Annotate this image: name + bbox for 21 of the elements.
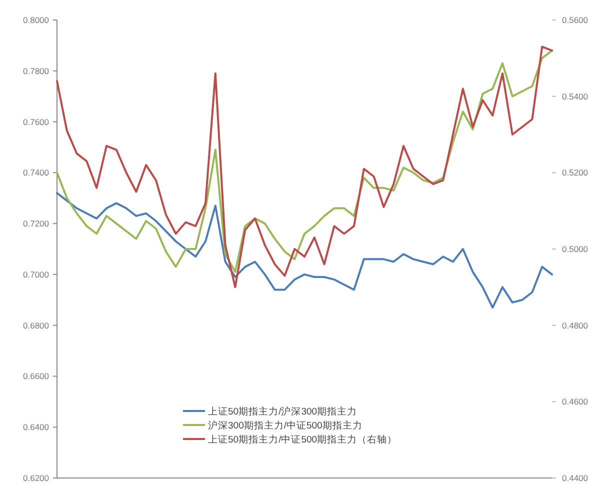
y-tick-label: 0.6200 — [23, 472, 50, 483]
y2-tick-label: 0.4400 — [562, 472, 588, 483]
legend-label: 上证50期指主力/沪深300期指主力 — [208, 405, 358, 418]
y-tick-label: 0.7200 — [23, 218, 50, 229]
y-tick-label: 0.8000 — [23, 14, 50, 25]
y2-tick-label: 0.5400 — [562, 91, 588, 102]
y-tick-label: 0.7400 — [23, 168, 50, 178]
y-tick-label: 0.6600 — [23, 371, 50, 382]
y-tick-label: 0.7600 — [23, 116, 50, 127]
legend-label: 上证50期指主力/中证500期指主力（右轴） — [208, 433, 398, 446]
y2-tick-label: 0.5000 — [562, 244, 588, 254]
line-series — [56, 192, 553, 309]
y-tick-label: 0.7000 — [23, 269, 50, 280]
y2-tick-label: 0.4600 — [562, 396, 588, 407]
y2-tick-label: 0.4800 — [562, 320, 588, 330]
y2-tick-label: 0.5200 — [562, 168, 588, 178]
legend-label: 沪深300期指主力/中证500期指主力 — [208, 419, 362, 432]
y-tick-label: 0.7800 — [23, 66, 50, 76]
y-tick-label: 0.6400 — [23, 422, 50, 432]
y2-tick-label: 0.5600 — [562, 14, 588, 25]
y-tick-label: 0.6800 — [23, 320, 50, 330]
